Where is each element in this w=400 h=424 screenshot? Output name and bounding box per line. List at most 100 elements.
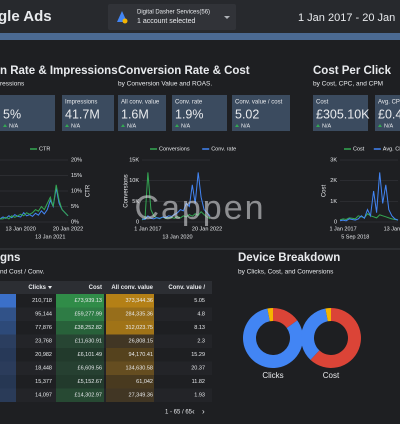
legend-label: Avg. CPC <box>383 146 400 152</box>
table-cell: £11,630.91 <box>75 339 102 345</box>
table-cell: 61,042 <box>136 379 153 385</box>
table-cell: 20,982 <box>35 352 52 358</box>
donut-label: Clicks <box>262 371 283 380</box>
table-cell: 4.8 <box>197 312 205 318</box>
kpi-arrow <box>121 124 125 127</box>
donut-segment <box>242 308 303 368</box>
column-header: Cost <box>89 285 102 291</box>
next-page[interactable]: › <box>202 407 205 416</box>
table-cell: 23,768 <box>35 339 52 345</box>
kpi-value: 5.02 <box>235 107 259 121</box>
table-cell: 284,335.36 <box>125 312 153 318</box>
dropdown-arrow <box>224 16 230 19</box>
kpi-change: N/A <box>384 123 394 129</box>
table-cell: 77,876 <box>35 325 52 331</box>
row-heat <box>0 375 16 389</box>
device-title: Device Breakdown <box>238 252 340 264</box>
ads-logo-dot <box>122 18 128 24</box>
sort-arrow[interactable] <box>48 286 52 289</box>
row-heat <box>0 334 16 348</box>
kpi-change: N/A <box>9 123 19 129</box>
table-cell: £59,277.99 <box>74 312 102 318</box>
kpi-box <box>172 95 227 131</box>
x-tick-label: 20 Jan 2022 <box>192 226 222 232</box>
value-heat <box>106 361 154 375</box>
donut-segment <box>267 308 273 322</box>
legend-label: Conv. rate <box>211 146 236 152</box>
value-heat <box>106 307 154 321</box>
x-tick-label: 13 Jan 2020 <box>162 234 192 240</box>
date-range[interactable]: 1 Jan 2017 - 20 Jan <box>298 12 395 24</box>
account-selected: 1 account selected <box>137 18 195 25</box>
cost-heat <box>56 361 104 375</box>
series-line <box>339 172 399 222</box>
kpi-value: 41.7M <box>65 107 100 121</box>
kpi-label: Conv. rate <box>175 100 203 106</box>
table-cell: 312,023.75 <box>125 325 153 331</box>
kpi-change: N/A <box>127 123 137 129</box>
charts: n Rate & Impressions ressions 5% N/A Impress… <box>0 65 400 402</box>
panel-subtitle: by Cost, CPC, and CPM <box>313 81 383 88</box>
table-cell: 5.05 <box>194 298 205 304</box>
row-heat <box>0 361 16 375</box>
row-bg <box>0 334 212 348</box>
y-tick-label: 5K <box>132 199 139 205</box>
y-tick-label: 5% <box>71 204 79 210</box>
donut-segment <box>310 308 361 368</box>
x-tick-label: 20 Jan 2022 <box>53 226 83 232</box>
table-cell: 20.37 <box>191 366 205 372</box>
x-tick-label: 5 Sep 2018 <box>341 234 369 240</box>
table-cell: 27,349.36 <box>129 393 153 399</box>
y-tick-label: 15% <box>71 173 82 179</box>
kpi-box <box>0 95 55 131</box>
kpi-box <box>62 95 114 131</box>
value-heat <box>106 321 154 335</box>
y-axis-label: Cost <box>322 185 328 198</box>
y-tick-label: 0 <box>334 219 337 225</box>
table-cell: 95,144 <box>35 312 52 318</box>
kpi-value: £0.49 <box>378 107 400 121</box>
cost-heat <box>56 375 104 389</box>
series-line <box>141 172 211 221</box>
series-line <box>141 172 211 221</box>
value-heat <box>106 294 154 308</box>
account-name: Digital Dasher Services(56) <box>137 10 210 16</box>
device-subtitle: by Clicks, Cost, and Conversions <box>238 269 334 276</box>
kpi-box <box>118 95 166 131</box>
pagination: 1 - 65 / 65 <box>165 410 193 416</box>
y-axis-label: CTR <box>86 184 92 197</box>
kpi-change: N/A <box>181 123 191 129</box>
table-cell: 26,808.15 <box>129 339 153 345</box>
kpi-label: Conv. value / cost <box>235 100 283 106</box>
kpi-box <box>313 95 368 131</box>
y-tick-label: 0 <box>136 219 139 225</box>
prev-page[interactable]: ‹ <box>192 407 195 416</box>
table-cell: 94,170.41 <box>129 352 153 358</box>
kpi-label: Impressions <box>65 100 97 106</box>
series-line <box>0 187 69 220</box>
panel-title: Cost Per Click <box>313 65 392 77</box>
table-subtitle: nd Cost / Conv. <box>0 269 45 276</box>
table-cell: £5,152.67 <box>78 379 102 385</box>
cost-heat <box>56 294 104 308</box>
kpi-change: N/A <box>322 123 332 129</box>
row-heat <box>0 348 16 362</box>
kpi-value: 1.6M <box>121 107 149 121</box>
table-cell: 2.3 <box>197 339 205 345</box>
account-selector[interactable] <box>108 4 236 30</box>
table-cell: 373,344.36 <box>125 298 153 304</box>
kpi-arrow <box>316 124 320 127</box>
watermark: Cappen <box>134 189 265 227</box>
panel-subtitle: ressions <box>0 81 25 88</box>
donut-segment <box>325 308 331 322</box>
table-header <box>0 281 212 294</box>
kpi-label: Avg. CPC <box>378 100 400 106</box>
table-cell: 11.82 <box>192 379 205 385</box>
x-tick-label: 13 Jan 2021 <box>35 234 65 240</box>
y-tick-label: 3K <box>330 157 337 163</box>
row-bg <box>0 388 212 402</box>
app-title: gle Ads <box>0 8 52 25</box>
kpi-label: Cost <box>316 100 329 106</box>
row-bg <box>0 348 212 362</box>
